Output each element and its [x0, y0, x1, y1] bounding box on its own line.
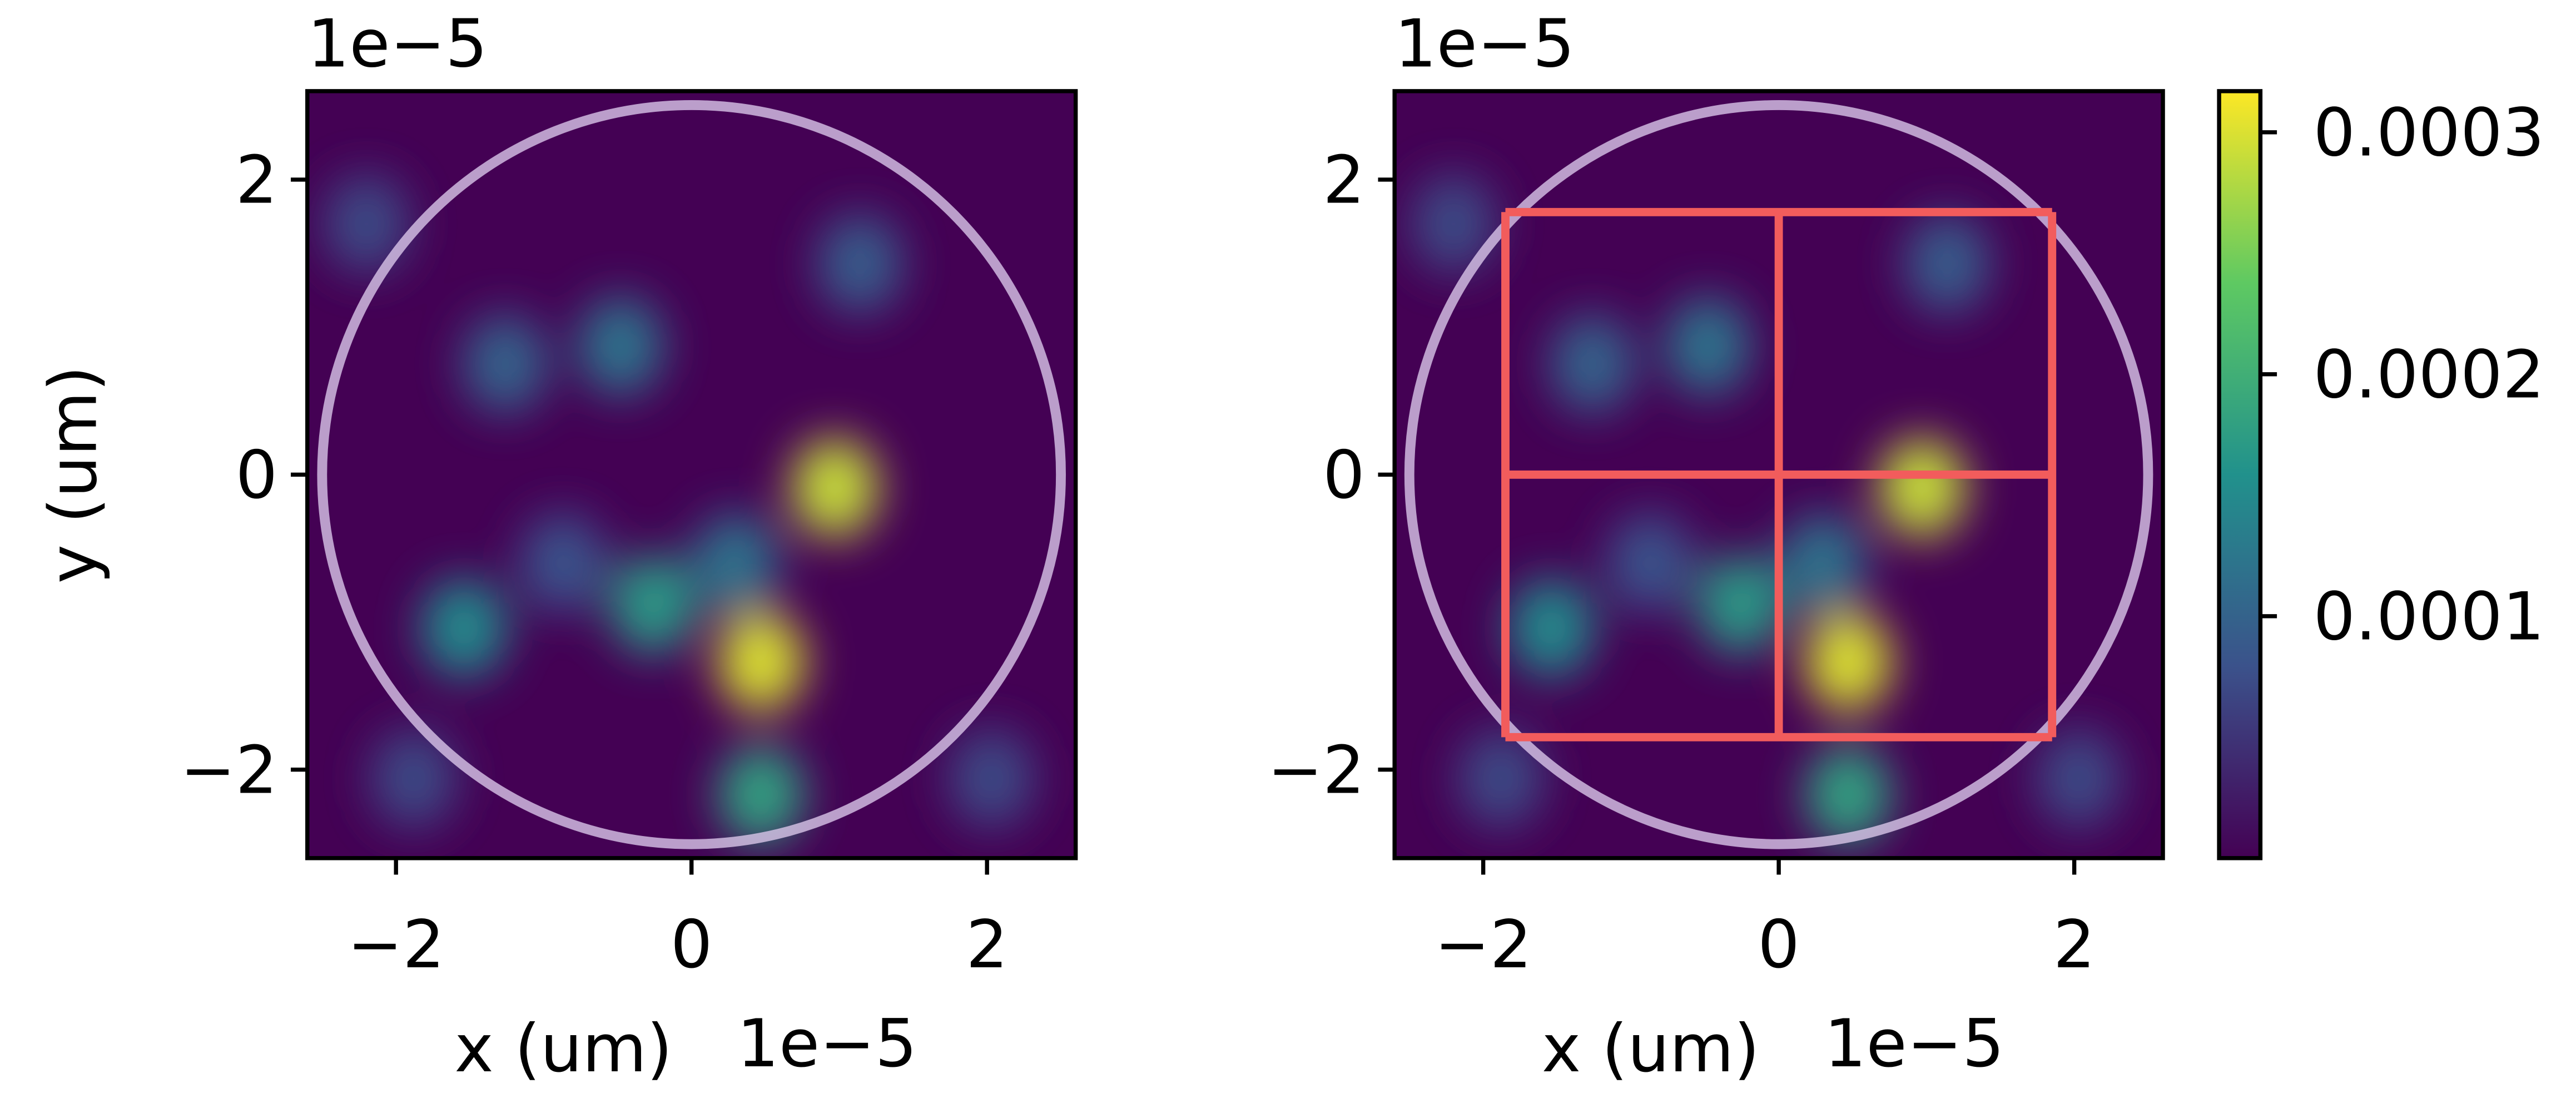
heat-blob: [520, 513, 606, 613]
colorbar-tick-label: 0.0001: [2313, 578, 2544, 655]
y-tick-label: −2: [180, 732, 277, 809]
x-offset-label: 1e−5: [1824, 1006, 2004, 1082]
heat-blob: [1665, 296, 1751, 396]
heat-blob: [1550, 314, 1636, 414]
x-axis-label: x (um): [1542, 1011, 1760, 1087]
heat-blob: [1879, 438, 1965, 538]
heat-blob: [1697, 555, 1784, 654]
y-tick-label: 0: [1323, 437, 1365, 514]
heat-blob: [1607, 513, 1694, 613]
heat-blob: [462, 314, 549, 414]
colorbar: [2217, 89, 2263, 860]
heatmap-background: [307, 91, 1076, 858]
x-tick-label: −2: [348, 907, 445, 983]
heat-blob: [1805, 612, 1892, 712]
x-tick-label: 0: [1758, 907, 1800, 983]
heat-blob: [610, 555, 696, 654]
heat-blob: [421, 578, 507, 678]
heat-blob: [792, 438, 878, 538]
y-offset-label: 1e−5: [307, 6, 488, 82]
x-tick-label: −2: [1435, 907, 1532, 983]
plot-area: [1394, 91, 2163, 858]
heat-blob: [948, 729, 1035, 828]
y-offset-label: 1e−5: [1394, 6, 1575, 82]
heat-blob: [718, 612, 804, 712]
y-tick-label: −2: [1267, 732, 1364, 809]
heat-blob: [817, 214, 903, 314]
aperture-circle: [317, 100, 1066, 849]
colorbar-tick-label: 0.0002: [2313, 337, 2544, 413]
heatmap-field: [323, 174, 1035, 844]
heat-blob: [577, 296, 664, 396]
y-tick-label: 2: [1323, 142, 1365, 219]
heat-blob: [1411, 174, 1497, 274]
heat-blob: [1780, 513, 1867, 613]
x-tick-label: 2: [966, 907, 1008, 983]
heat-blob: [370, 729, 457, 828]
heat-blob: [323, 174, 410, 274]
x-tick-label: 2: [2053, 907, 2096, 983]
y-axis-label: y (um): [35, 365, 112, 583]
aperture-circle: [1404, 100, 2153, 849]
heat-blob: [1508, 578, 1595, 678]
heatmap-field: [1411, 174, 2122, 844]
heat-blob: [2036, 729, 2122, 828]
y-tick-label: 2: [236, 142, 278, 219]
x-tick-label: 0: [671, 907, 713, 983]
x-axis-label: x (um): [454, 1011, 672, 1087]
heat-blob: [1904, 214, 1991, 314]
heat-blob: [1458, 729, 1544, 828]
heat-blob: [718, 745, 804, 844]
colorbar-tick-label: 0.0003: [2313, 95, 2544, 171]
y-tick-label: 0: [236, 437, 278, 514]
heat-blob: [1805, 745, 1892, 844]
plot-area: [307, 91, 1076, 858]
heat-blob: [693, 513, 779, 613]
x-offset-label: 1e−5: [737, 1006, 917, 1082]
